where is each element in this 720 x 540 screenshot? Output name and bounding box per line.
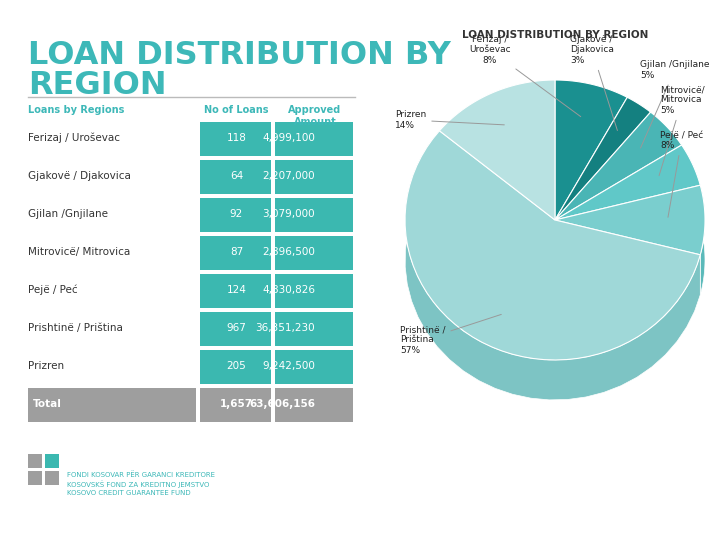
Bar (275, 122, 353, 156)
Text: 4,999,100: 4,999,100 (262, 133, 315, 143)
Bar (200, 122, 271, 156)
Text: 118: 118 (227, 133, 246, 143)
Bar (275, 160, 353, 194)
Bar (28, 471, 42, 485)
Text: Gjilan /Gnjilane
5%: Gjilan /Gnjilane 5% (640, 60, 709, 148)
Polygon shape (555, 97, 651, 220)
Text: Ferizaj /
Uroševac
8%: Ferizaj / Uroševac 8% (469, 35, 581, 117)
Text: Gjakovë /
Djakovica
3%: Gjakovë / Djakovica 3% (570, 35, 617, 131)
Text: 64: 64 (230, 171, 243, 181)
Bar (200, 312, 271, 346)
Text: 4,830,826: 4,830,826 (262, 285, 315, 295)
Bar (275, 312, 353, 346)
Text: 9,242,500: 9,242,500 (262, 361, 315, 371)
Text: No of Loans: No of Loans (204, 105, 269, 115)
Text: Gjilan /Gnjilane: Gjilan /Gnjilane (28, 209, 108, 219)
Bar (200, 198, 271, 232)
Bar (28, 388, 196, 422)
Bar (275, 388, 353, 422)
Text: LOAN DISTRIBUTION BY: LOAN DISTRIBUTION BY (28, 40, 451, 71)
Text: LOAN DISTRIBUTION BY REGION: LOAN DISTRIBUTION BY REGION (462, 30, 648, 40)
Polygon shape (555, 185, 705, 255)
Text: 63,606,156: 63,606,156 (249, 399, 315, 409)
Polygon shape (555, 145, 701, 220)
Text: 124: 124 (227, 285, 246, 295)
Text: 92: 92 (230, 209, 243, 219)
Polygon shape (555, 112, 682, 220)
Text: Approved
Amount: Approved Amount (289, 105, 341, 126)
Text: Pejë / Peć: Pejë / Peć (28, 285, 78, 295)
Text: Prishtinë / Priština: Prishtinë / Priština (28, 323, 123, 333)
Polygon shape (405, 131, 701, 400)
Text: 967: 967 (227, 323, 246, 333)
Text: 2,896,500: 2,896,500 (262, 247, 315, 257)
Text: 2,207,000: 2,207,000 (262, 171, 315, 181)
Text: Mitrovicë/ Mitrovica: Mitrovicë/ Mitrovica (28, 247, 130, 257)
Bar (275, 350, 353, 384)
Bar (200, 350, 271, 384)
Text: Total: Total (33, 399, 62, 409)
Text: 87: 87 (230, 247, 243, 257)
Text: 36,351,230: 36,351,230 (256, 323, 315, 333)
Bar (200, 388, 271, 422)
Bar (200, 160, 271, 194)
Text: FONDI KOSOVAR PËR GARANCI KREDITORE
KOSOVSKŠ FOND ZA KREDITNO JEMSTVO
KOSOVO CRE: FONDI KOSOVAR PËR GARANCI KREDITORE KOSO… (67, 471, 215, 496)
Bar (200, 274, 271, 308)
Bar (275, 198, 353, 232)
Text: Prizren: Prizren (28, 361, 64, 371)
Bar (275, 274, 353, 308)
Text: Mitrovicë/
Mitrovica
5%: Mitrovicë/ Mitrovica 5% (659, 85, 705, 176)
Text: Prizren
14%: Prizren 14% (395, 110, 504, 130)
Text: 205: 205 (227, 361, 246, 371)
Text: Gjakovë / Djakovica: Gjakovë / Djakovica (28, 171, 131, 181)
Text: REGION: REGION (28, 70, 166, 101)
Polygon shape (439, 80, 555, 220)
Text: Pejë / Peć
8%: Pejë / Peć 8% (660, 130, 703, 217)
Text: 3,079,000: 3,079,000 (262, 209, 315, 219)
Bar (45, 454, 59, 468)
Text: 1,657: 1,657 (220, 399, 253, 409)
Bar (275, 236, 353, 270)
Text: Loans by Regions: Loans by Regions (28, 105, 125, 115)
Text: Prishtinë /
Priština
57%: Prishtinë / Priština 57% (400, 314, 501, 355)
Polygon shape (405, 131, 701, 360)
Bar (28, 454, 42, 468)
Polygon shape (701, 185, 705, 295)
Bar (200, 236, 271, 270)
Text: Ferizaj / Uroševac: Ferizaj / Uroševac (28, 133, 120, 143)
Polygon shape (555, 80, 627, 220)
Bar (45, 471, 59, 485)
